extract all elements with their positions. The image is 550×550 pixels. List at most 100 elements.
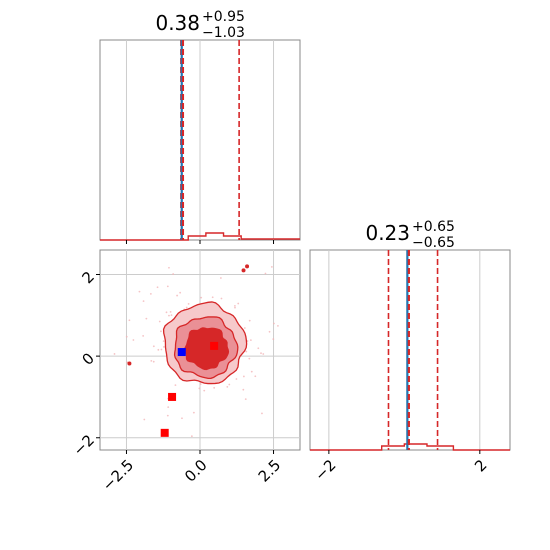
scatter-point <box>181 417 183 420</box>
marker-0 <box>177 348 186 357</box>
scatter-point <box>242 388 245 391</box>
outlier-point-0 <box>127 361 132 366</box>
scatter-point <box>138 290 141 293</box>
joint-density-panel: −2.5 0.0 2.5 −2 0 2 <box>70 249 301 495</box>
scatter-point <box>113 353 116 355</box>
scatter-point <box>211 296 214 299</box>
scatter-point <box>228 383 231 386</box>
scatter-point <box>149 292 152 295</box>
scatter-point <box>132 339 135 341</box>
histogram-param1-ticks <box>125 240 275 244</box>
scatter-point <box>250 370 253 373</box>
scatter-point <box>242 375 245 378</box>
param2-title-minus: −0.65 <box>412 235 455 251</box>
scatter-point <box>245 350 248 353</box>
marker-1 <box>210 341 219 350</box>
marker-3 <box>160 428 169 437</box>
histogram-param1-grid <box>125 40 275 240</box>
scatter-point <box>166 285 169 288</box>
marker-2 <box>168 392 177 401</box>
scatter-point <box>260 352 262 355</box>
joint-markers <box>160 341 219 437</box>
scatter-point <box>257 347 260 350</box>
scatter-point <box>125 335 128 338</box>
histogram-step <box>100 232 300 241</box>
scatter-point <box>268 330 271 333</box>
scatter-point <box>248 319 251 322</box>
histogram-param1-lines <box>180 40 240 240</box>
scatter-point <box>142 335 145 337</box>
scatter-point <box>169 310 172 313</box>
joint-y-tick-label-1: 0 <box>79 349 98 368</box>
scatter-point <box>165 311 168 314</box>
scatter-point <box>249 339 252 342</box>
scatter-point <box>213 386 216 389</box>
scatter-point <box>163 346 165 348</box>
param2-x-tick-label-1: 2 <box>471 456 490 475</box>
param2-x-tick-label-0: −2 <box>311 456 339 484</box>
histogram-param2-frame <box>309 249 511 451</box>
param1-title: 0.38 <box>155 11 200 35</box>
joint-x-ticks: −2.5 0.0 2.5 <box>99 450 285 495</box>
scatter-point <box>237 302 240 305</box>
param1-title-plus: +0.95 <box>202 9 245 25</box>
scatter-point <box>160 348 163 351</box>
scatter-point <box>162 340 165 343</box>
histogram-step <box>310 443 510 451</box>
scatter-point <box>219 277 222 279</box>
scatter-point <box>143 418 146 421</box>
joint-x-tick-label-0: −2.5 <box>99 456 137 494</box>
joint-y-tick-label-2: 2 <box>79 268 98 287</box>
scatter-point <box>172 273 175 275</box>
scatter-point <box>160 330 162 333</box>
scatter-point <box>174 384 177 387</box>
scatter-point <box>277 324 279 327</box>
joint-contours <box>162 301 248 385</box>
scatter-point <box>234 306 236 309</box>
scatter-point <box>264 272 267 275</box>
scatter-point <box>262 353 265 355</box>
scatter-point <box>200 296 203 299</box>
scatter-point <box>248 357 251 360</box>
param2-title-plus: +0.65 <box>412 219 455 235</box>
scatter-point <box>145 317 148 320</box>
histogram-param2-lines <box>387 250 439 450</box>
scatter-point <box>261 412 263 415</box>
scatter-point <box>198 387 201 390</box>
scatter-point <box>190 435 193 438</box>
scatter-point <box>152 360 155 363</box>
scatter-point <box>168 314 170 317</box>
scatter-point <box>179 291 182 294</box>
histogram-param1-panel: 0.38 +0.95 −1.03 <box>99 9 301 244</box>
scatter-point <box>150 359 153 362</box>
outlier-point-1 <box>241 268 246 273</box>
scatter-point <box>273 322 275 325</box>
scatter-point <box>152 345 155 348</box>
scatter-point <box>187 302 190 305</box>
outlier-point-2 <box>245 264 250 269</box>
scatter-point <box>157 348 160 351</box>
histogram-param2-panel: −2 2 0.23 +0.65 −0.65 <box>309 219 511 484</box>
scatter-point <box>142 300 145 303</box>
scatter-point <box>270 266 273 268</box>
scatter-point <box>176 294 179 297</box>
scatter-point <box>192 411 195 414</box>
scatter-point <box>166 414 169 417</box>
scatter-point <box>199 383 202 385</box>
histogram-param2-grid <box>328 250 481 450</box>
scatter-point <box>254 375 257 378</box>
scatter-point <box>220 297 223 300</box>
scatter-point <box>158 320 161 323</box>
histogram-param1-bins <box>100 232 300 241</box>
scatter-point <box>244 398 247 401</box>
joint-x-tick-label-2: 2.5 <box>255 456 285 486</box>
scatter-point <box>272 338 275 340</box>
scatter-point <box>235 378 238 380</box>
scatter-point <box>185 306 188 309</box>
scatter-point <box>167 406 170 409</box>
joint-x-tick-label-1: 0.0 <box>181 456 211 486</box>
scatter-point <box>226 385 229 388</box>
param2-title: 0.23 <box>365 221 410 245</box>
scatter-point <box>203 389 206 392</box>
